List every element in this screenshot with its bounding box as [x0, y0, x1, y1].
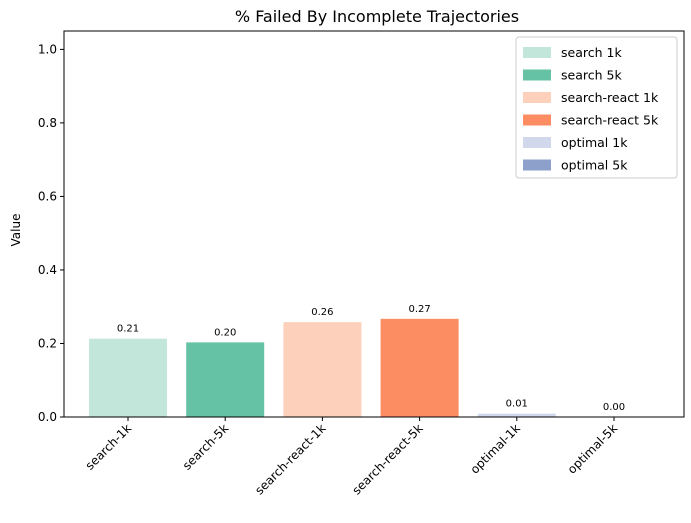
bar-optimal-1k	[477, 413, 556, 417]
legend-swatch	[523, 47, 551, 58]
legend-entry: search-react 5k	[561, 113, 659, 128]
x-tick-label: optimal-5k	[565, 421, 620, 476]
y-tick-label: 1.0	[38, 42, 57, 56]
x-tick-label: search-react-5k	[349, 421, 425, 497]
legend-entry: search 5k	[561, 68, 622, 83]
legend-entry: optimal 5k	[561, 158, 628, 173]
legend-swatch	[523, 137, 551, 148]
bar-value-label: 0.20	[214, 327, 236, 338]
plot-frame	[63, 30, 685, 418]
bar-value-label: 0.26	[311, 307, 333, 318]
x-tick-label: search-5k	[180, 421, 231, 472]
legend-frame	[515, 36, 678, 179]
legend-swatch	[523, 69, 551, 81]
bar-value-label: 0.27	[408, 304, 430, 315]
bar-value-label: 0.00	[603, 402, 625, 413]
chart-title: % Failed By Incomplete Trajectories	[235, 7, 519, 26]
legend-entry: search-react 1k	[561, 90, 659, 105]
bar-value-label: 0.21	[117, 324, 139, 335]
legend-swatch	[523, 159, 551, 171]
bar-search-5k	[186, 342, 265, 417]
y-tick-label: 0.4	[38, 263, 57, 277]
x-tick-label: search-1k	[83, 421, 134, 472]
y-tick-label: 0.2	[38, 336, 57, 350]
bar-value-label: 0.01	[506, 399, 528, 410]
bar-search-1k	[89, 338, 167, 417]
legend: search 1k search 5k search-react 1k search-…	[515, 36, 678, 179]
bar-search-react-5k	[380, 318, 459, 417]
y-tick-label: 0.0	[38, 410, 57, 424]
x-tick-label: search-react-1k	[252, 421, 328, 497]
y-axis-label: Value	[9, 214, 23, 247]
bar-search-react-1k	[283, 322, 362, 417]
legend-swatch	[523, 92, 551, 103]
x-tick-label: optimal-1k	[468, 421, 523, 476]
y-tick-label: 0.6	[38, 189, 57, 203]
legend-entry: search 1k	[561, 45, 622, 60]
legend-swatch	[523, 114, 551, 126]
y-tick-label: 0.8	[38, 116, 57, 130]
legend-entry: optimal 1k	[561, 135, 628, 150]
